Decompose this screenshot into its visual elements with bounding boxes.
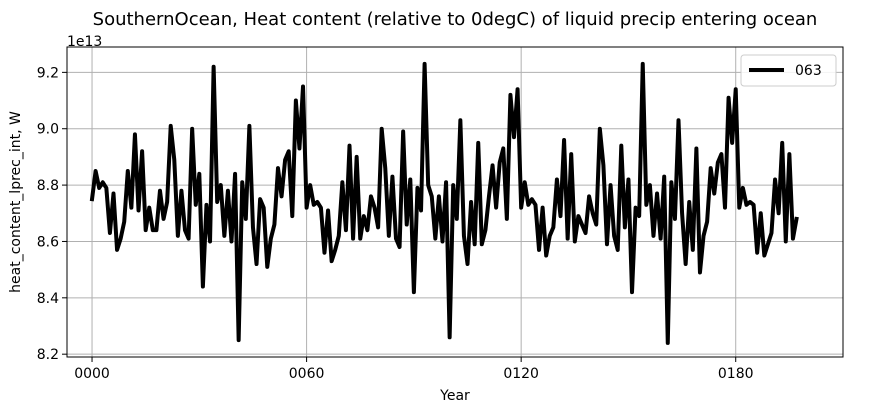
chart-title: SouthernOcean, Heat content (relative to… (93, 9, 818, 30)
x-axis-label: Year (439, 388, 470, 404)
x-tick-label: 0000 (74, 366, 110, 382)
series-line-063 (89, 61, 799, 345)
series-layer (89, 61, 799, 345)
legend: 063 (740, 54, 837, 87)
axis-ticks: 0000 0060 0120 0180 8.2 8.4 8.6 8.8 9.0 9.2 (37, 65, 754, 382)
x-tick-label: 0180 (718, 366, 754, 382)
x-tick-label: 0120 (503, 366, 539, 382)
y-tick-label: 8.8 (37, 178, 59, 194)
y-tick-label: 8.4 (37, 291, 59, 307)
y-scale-label: 1e13 (67, 34, 102, 50)
y-tick-label: 9.0 (37, 122, 59, 138)
legend-box (740, 54, 837, 87)
x-tick-label: 0060 (289, 366, 325, 382)
y-tick-label: 8.2 (37, 347, 59, 363)
y-axis-label: heat_content_lprec_int, W (8, 111, 24, 293)
y-tick-label: 8.6 (37, 234, 59, 250)
plot-area-frame (66, 46, 844, 358)
legend-label-063: 063 (795, 63, 822, 79)
grid-lines (67, 47, 843, 357)
y-tick-label: 9.2 (37, 65, 59, 81)
